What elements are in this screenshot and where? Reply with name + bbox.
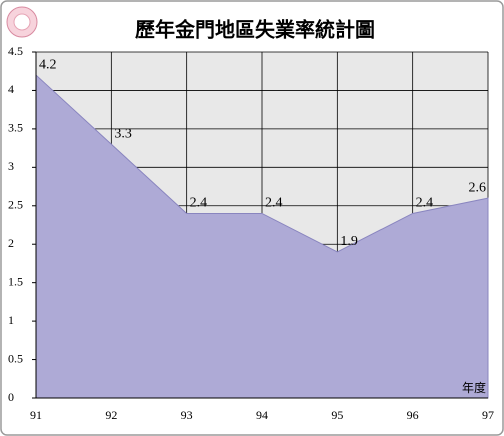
- y-tick-label: 2.5: [8, 198, 23, 212]
- logo: [6, 6, 38, 38]
- y-tick-label: 3: [8, 159, 14, 173]
- data-label: 2.4: [190, 196, 208, 211]
- x-tick-label: 94: [256, 408, 268, 422]
- y-tick-label: 0.5: [8, 351, 23, 365]
- x-tick-label: 92: [105, 408, 117, 422]
- x-tick-label: 96: [407, 408, 419, 422]
- y-tick-label: 4: [8, 82, 14, 96]
- data-label: 2.4: [265, 196, 283, 211]
- y-tick-label: 1: [8, 313, 14, 327]
- data-label: 4.2: [39, 57, 57, 72]
- data-label: 1.9: [340, 234, 358, 249]
- y-tick-label: 1.5: [8, 274, 23, 288]
- chart-title: 歷年金門地區失業率統計圖: [135, 18, 375, 42]
- x-axis-label: 年度: [462, 380, 486, 395]
- data-label: 2.4: [416, 196, 434, 211]
- data-label: 2.6: [469, 180, 487, 195]
- x-tick-label: 91: [30, 408, 42, 422]
- y-tick-label: 2: [8, 236, 14, 250]
- x-tick-label: 93: [181, 408, 193, 422]
- y-tick-label: 3.5: [8, 121, 23, 135]
- x-tick-label: 95: [331, 408, 343, 422]
- x-tick-label: 97: [482, 408, 494, 422]
- data-label: 3.3: [114, 126, 132, 141]
- y-tick-label: 0: [8, 390, 14, 404]
- y-tick-label: 4.5: [8, 44, 23, 58]
